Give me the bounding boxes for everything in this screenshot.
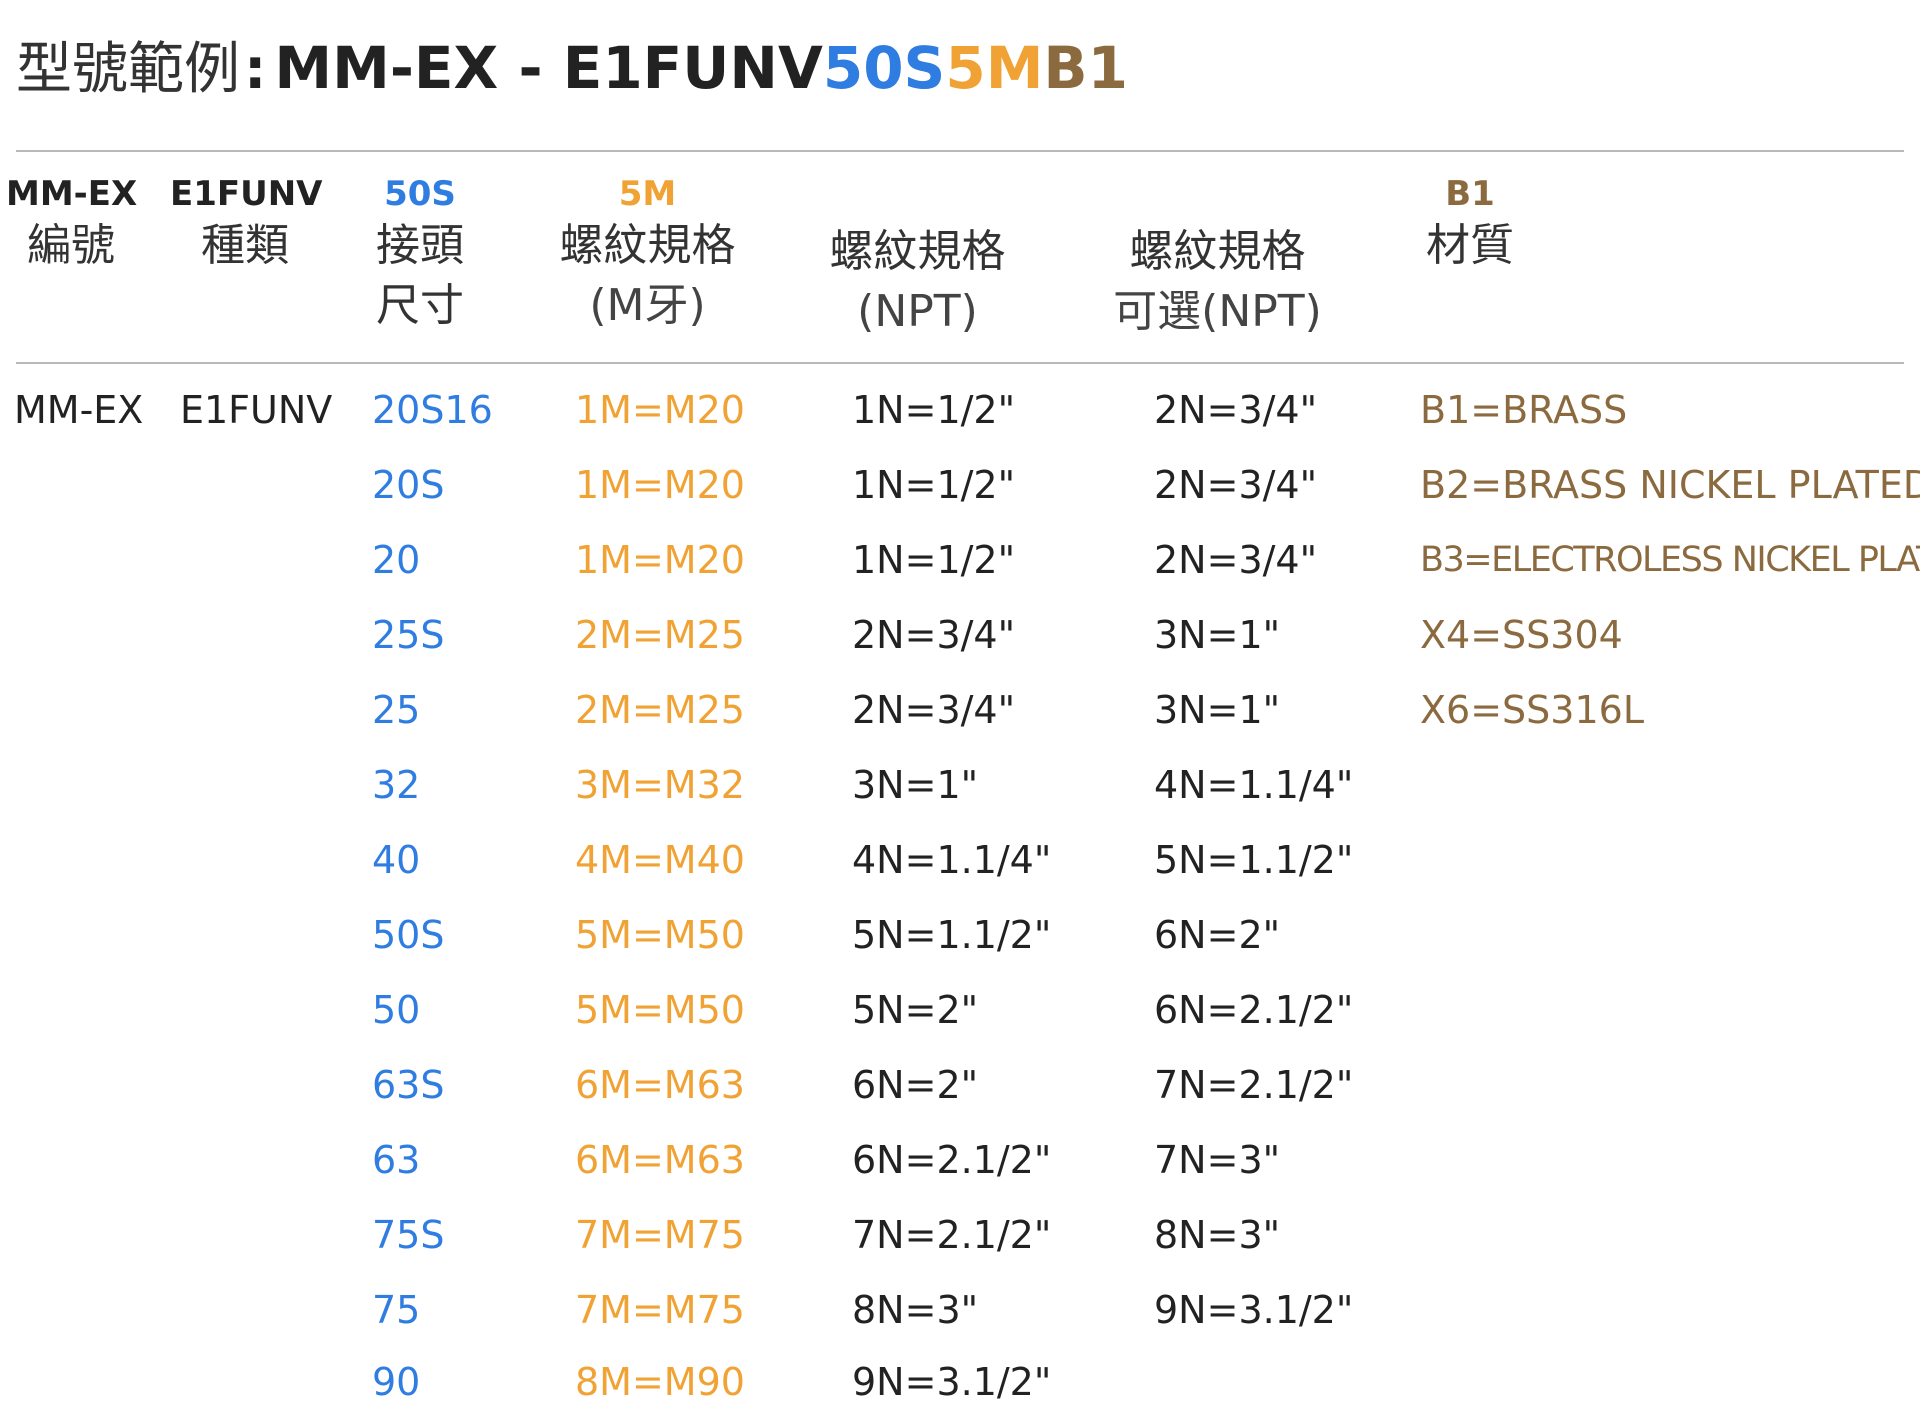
cell-m-thread: 1M=M20	[575, 463, 745, 507]
header-col-npt: 螺紋規格 (NPT)	[820, 222, 1015, 342]
cell-npt-optional: 3N=1"	[1154, 613, 1281, 657]
cell-m-thread: 6M=M63	[575, 1063, 745, 1107]
cell-npt-optional: 5N=1.1/2"	[1154, 838, 1354, 882]
cell-npt: 5N=1.1/2"	[852, 913, 1052, 957]
cell-m-thread: 3M=M32	[575, 763, 745, 807]
cell-type: E1FUNV	[180, 388, 333, 432]
header-label: 接頭	[376, 220, 464, 271]
header-col-type: E1FUNV 種類	[170, 172, 323, 276]
cell-npt: 6N=2"	[852, 1063, 979, 1107]
title-thread-code: 5M	[945, 34, 1044, 102]
cell-m-thread: 1M=M20	[575, 388, 745, 432]
header-top-rule	[16, 150, 1904, 152]
cell-m-thread: 8M=M90	[575, 1360, 745, 1404]
cell-size: 20S16	[372, 388, 493, 432]
cell-npt: 9N=3.1/2"	[852, 1360, 1052, 1404]
cell-m-thread: 5M=M50	[575, 988, 745, 1032]
header-label: 編號	[27, 220, 115, 271]
page-title: 型號範例: MM-EX - E1FUNV50S5MB1	[16, 28, 1128, 108]
cell-npt-optional: 6N=2"	[1154, 913, 1281, 957]
cell-size: 32	[372, 763, 421, 807]
cell-npt-optional: 2N=3/4"	[1154, 388, 1318, 432]
cell-npt: 1N=1/2"	[852, 463, 1016, 507]
cell-size: 50	[372, 988, 421, 1032]
title-series: MM-EX - E1FUNV	[274, 34, 823, 102]
cell-size: 50S	[372, 913, 445, 957]
cell-m-thread: 7M=M75	[575, 1288, 745, 1332]
cell-number: MM-EX	[14, 388, 144, 432]
header-label-line2: (M牙)	[589, 280, 706, 331]
cell-size: 25	[372, 688, 421, 732]
cell-npt-optional: 7N=2.1/2"	[1154, 1063, 1354, 1107]
header-bottom-rule	[16, 362, 1904, 364]
cell-size: 20	[372, 538, 421, 582]
cell-material: B3=ELECTROLESS NICKEL PLATED	[1420, 540, 1920, 580]
cell-m-thread: 7M=M75	[575, 1213, 745, 1257]
cell-material: X6=SS316L	[1420, 688, 1644, 732]
cell-npt-optional: 4N=1.1/4"	[1154, 763, 1354, 807]
cell-size: 25S	[372, 613, 445, 657]
cell-size: 63	[372, 1138, 421, 1182]
header-code: 5M	[618, 174, 677, 214]
header-label: 種類	[201, 220, 289, 271]
cell-size: 75S	[372, 1213, 445, 1257]
cell-m-thread: 2M=M25	[575, 688, 745, 732]
header-code: B1	[1445, 174, 1495, 214]
header-label: 螺紋規格	[1129, 226, 1306, 277]
cell-size: 40	[372, 838, 421, 882]
header-label-line2: 可選(NPT)	[1113, 286, 1322, 337]
header-code: 50S	[384, 174, 456, 214]
cell-npt: 8N=3"	[852, 1288, 979, 1332]
header-label: 螺紋規格	[559, 220, 736, 271]
cell-size: 63S	[372, 1063, 445, 1107]
header-code: MM-EX	[6, 174, 138, 214]
cell-npt-optional: 2N=3/4"	[1154, 463, 1318, 507]
header-code: E1FUNV	[170, 174, 323, 214]
title-size-code: 50S	[822, 34, 946, 102]
cell-npt-optional: 2N=3/4"	[1154, 538, 1318, 582]
cell-npt: 6N=2.1/2"	[852, 1138, 1052, 1182]
cell-npt-optional: 3N=1"	[1154, 688, 1281, 732]
cell-npt-optional: 8N=3"	[1154, 1213, 1281, 1257]
header-col-material: B1 材質	[1415, 172, 1525, 276]
header-label-line2: (NPT)	[857, 286, 978, 337]
header-label: 螺紋規格	[829, 226, 1006, 277]
title-colon: :	[244, 37, 267, 102]
cell-material: B2=BRASS NICKEL PLATED	[1420, 463, 1920, 507]
cell-material: B1=BRASS	[1420, 388, 1628, 432]
header-col-npt-optional: 螺紋規格 可選(NPT)	[1105, 222, 1330, 342]
cell-npt: 3N=1"	[852, 763, 979, 807]
header-label-line2: 尺寸	[376, 280, 464, 331]
cell-size: 90	[372, 1360, 421, 1404]
header-col-m-thread: 5M 螺紋規格 (M牙)	[550, 172, 745, 336]
cell-m-thread: 2M=M25	[575, 613, 745, 657]
cell-npt: 1N=1/2"	[852, 388, 1016, 432]
cell-npt: 2N=3/4"	[852, 688, 1016, 732]
cell-m-thread: 1M=M20	[575, 538, 745, 582]
header-col-size: 50S 接頭 尺寸	[360, 172, 480, 336]
cell-npt: 5N=2"	[852, 988, 979, 1032]
cell-npt-optional: 9N=3.1/2"	[1154, 1288, 1354, 1332]
cell-npt: 2N=3/4"	[852, 613, 1016, 657]
cell-npt: 1N=1/2"	[852, 538, 1016, 582]
cell-npt-optional: 7N=3"	[1154, 1138, 1281, 1182]
cell-npt: 4N=1.1/4"	[852, 838, 1052, 882]
cell-m-thread: 6M=M63	[575, 1138, 745, 1182]
cell-npt: 7N=2.1/2"	[852, 1213, 1052, 1257]
title-material-code: B1	[1043, 34, 1128, 102]
title-prefix: 型號範例	[16, 37, 240, 102]
cell-npt-optional: 6N=2.1/2"	[1154, 988, 1354, 1032]
cell-material: X4=SS304	[1420, 613, 1623, 657]
cell-size: 75	[372, 1288, 421, 1332]
header-col-number: MM-EX 編號	[6, 172, 138, 276]
cell-m-thread: 4M=M40	[575, 838, 745, 882]
cell-m-thread: 5M=M50	[575, 913, 745, 957]
cell-size: 20S	[372, 463, 445, 507]
header-label: 材質	[1426, 220, 1514, 271]
